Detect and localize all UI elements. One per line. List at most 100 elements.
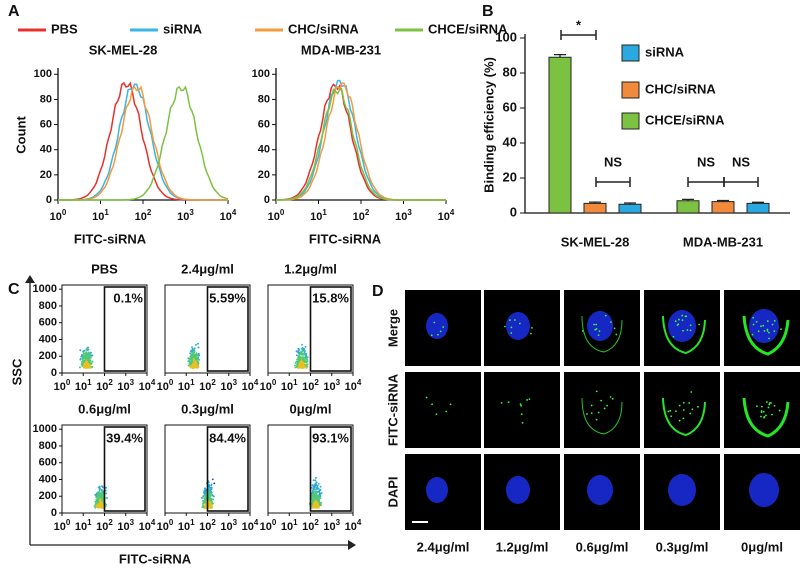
- fitc-dot: [678, 419, 681, 422]
- scatter-dot: [312, 486, 315, 489]
- tick-base: 10: [92, 211, 104, 223]
- scatter-dot: [312, 488, 315, 491]
- gate-percent: 84.4%: [209, 430, 246, 445]
- tick-base: 10: [260, 381, 272, 393]
- scatter-dot: [210, 500, 213, 503]
- tick-exponent: 0: [169, 378, 174, 387]
- scatter-dot: [319, 495, 322, 498]
- scatter-dot: [104, 486, 108, 489]
- fitc-dot: [681, 319, 684, 322]
- scatter-dot: [298, 349, 301, 351]
- fitc-dot: [439, 330, 442, 333]
- tick-exponent: 4: [357, 378, 362, 387]
- x-tick-label: 102: [96, 518, 113, 533]
- tick-exponent: 3: [130, 378, 135, 387]
- plot-title: 1.2μg/ml: [284, 261, 337, 276]
- error-bar: [554, 53, 566, 58]
- scatter-dot: [210, 484, 213, 487]
- tick-base: 10: [139, 381, 151, 393]
- y-tick-label: 80: [503, 64, 517, 79]
- fitc-dot: [682, 409, 685, 411]
- fitc-dot: [510, 326, 513, 329]
- scatter-dot: [191, 360, 194, 363]
- histogram-curve: [58, 85, 228, 201]
- tick-base: 10: [323, 381, 335, 393]
- fitc-dot: [590, 404, 593, 407]
- scatter-dot: [101, 497, 104, 500]
- nucleus: [587, 475, 613, 505]
- nucleus: [668, 310, 696, 342]
- fitc-dot: [581, 329, 584, 332]
- scatter-dot: [81, 354, 84, 357]
- fitc-dot: [606, 404, 609, 407]
- plot-title: 0.6μg/ml: [78, 401, 131, 416]
- tick-exponent: 0: [272, 378, 277, 387]
- scatter-dot: [205, 506, 208, 509]
- x-tick-label: 100: [260, 518, 277, 533]
- scatter-dot: [314, 482, 317, 485]
- scatter-dot: [193, 347, 196, 350]
- bracket: [560, 30, 597, 40]
- scatter-dot: [94, 506, 97, 509]
- tick-exponent: 3: [407, 208, 412, 217]
- scatter-dot: [318, 493, 321, 496]
- scatter-dot: [101, 492, 104, 495]
- column-label: 0.6μg/ml: [576, 539, 629, 554]
- scatter-dot: [315, 498, 318, 501]
- scatter-dot: [311, 498, 314, 501]
- y-axis-label: SSC: [9, 358, 24, 385]
- fitc-dot: [760, 325, 762, 328]
- fitc-dot: [518, 322, 521, 325]
- x-axis-label: FITC-siRNA: [74, 231, 147, 246]
- scatter-dot: [313, 486, 316, 489]
- scatter-dot: [87, 348, 90, 351]
- fitc-dot: [767, 406, 770, 409]
- fitc-dot: [686, 329, 689, 331]
- scatter-dot: [306, 365, 309, 368]
- scatter-dot: [301, 358, 304, 361]
- scatter-dot: [302, 354, 305, 356]
- scatter-dot: [95, 494, 97, 497]
- fitc-dot: [760, 405, 763, 408]
- scatter-dot: [315, 492, 318, 495]
- scatter-dot: [312, 479, 315, 482]
- scatter-dot: [188, 359, 191, 362]
- scatter-dot: [187, 357, 190, 360]
- fitc-dot: [500, 401, 503, 404]
- nucleus: [668, 474, 696, 506]
- x-tick-label: 100: [157, 518, 174, 533]
- scatter-dot: [313, 484, 317, 487]
- tick-exponent: 3: [189, 208, 194, 217]
- legend-label: siRNA: [163, 21, 203, 36]
- scatter-dot: [294, 364, 296, 367]
- tick-base: 10: [281, 521, 293, 533]
- bar: [711, 201, 735, 214]
- tick-base: 10: [139, 521, 151, 533]
- fitc-dot: [514, 319, 516, 321]
- fitc-dot: [593, 323, 595, 326]
- scatter-dot: [302, 359, 305, 362]
- scatter-dot: [212, 498, 215, 501]
- x-tick-label: 102: [353, 208, 370, 223]
- scatter-dot: [208, 498, 211, 501]
- scatter-dot: [99, 504, 102, 507]
- y-tick-label: 400: [39, 473, 57, 485]
- scatter-dot: [300, 356, 303, 359]
- fitc-dot: [765, 414, 767, 417]
- bar: [676, 200, 700, 214]
- plot-title: MDA-MB-231: [301, 42, 381, 57]
- gate: [309, 286, 352, 372]
- scatter-dot: [306, 356, 309, 359]
- y-tick-label: 0: [264, 194, 270, 206]
- scatter-dot: [302, 347, 305, 350]
- scatter-dot: [210, 498, 213, 501]
- fitc-dot: [433, 321, 436, 324]
- scatter-dot: [319, 485, 322, 488]
- x-tick-label: 104: [345, 518, 362, 533]
- bracket: [687, 177, 725, 187]
- fitc-signal: [742, 315, 790, 356]
- column-label: 0.3μg/ml: [656, 539, 709, 554]
- annotation: NS: [697, 154, 715, 169]
- fitc-dot: [691, 408, 694, 411]
- fitc-dot: [613, 327, 616, 330]
